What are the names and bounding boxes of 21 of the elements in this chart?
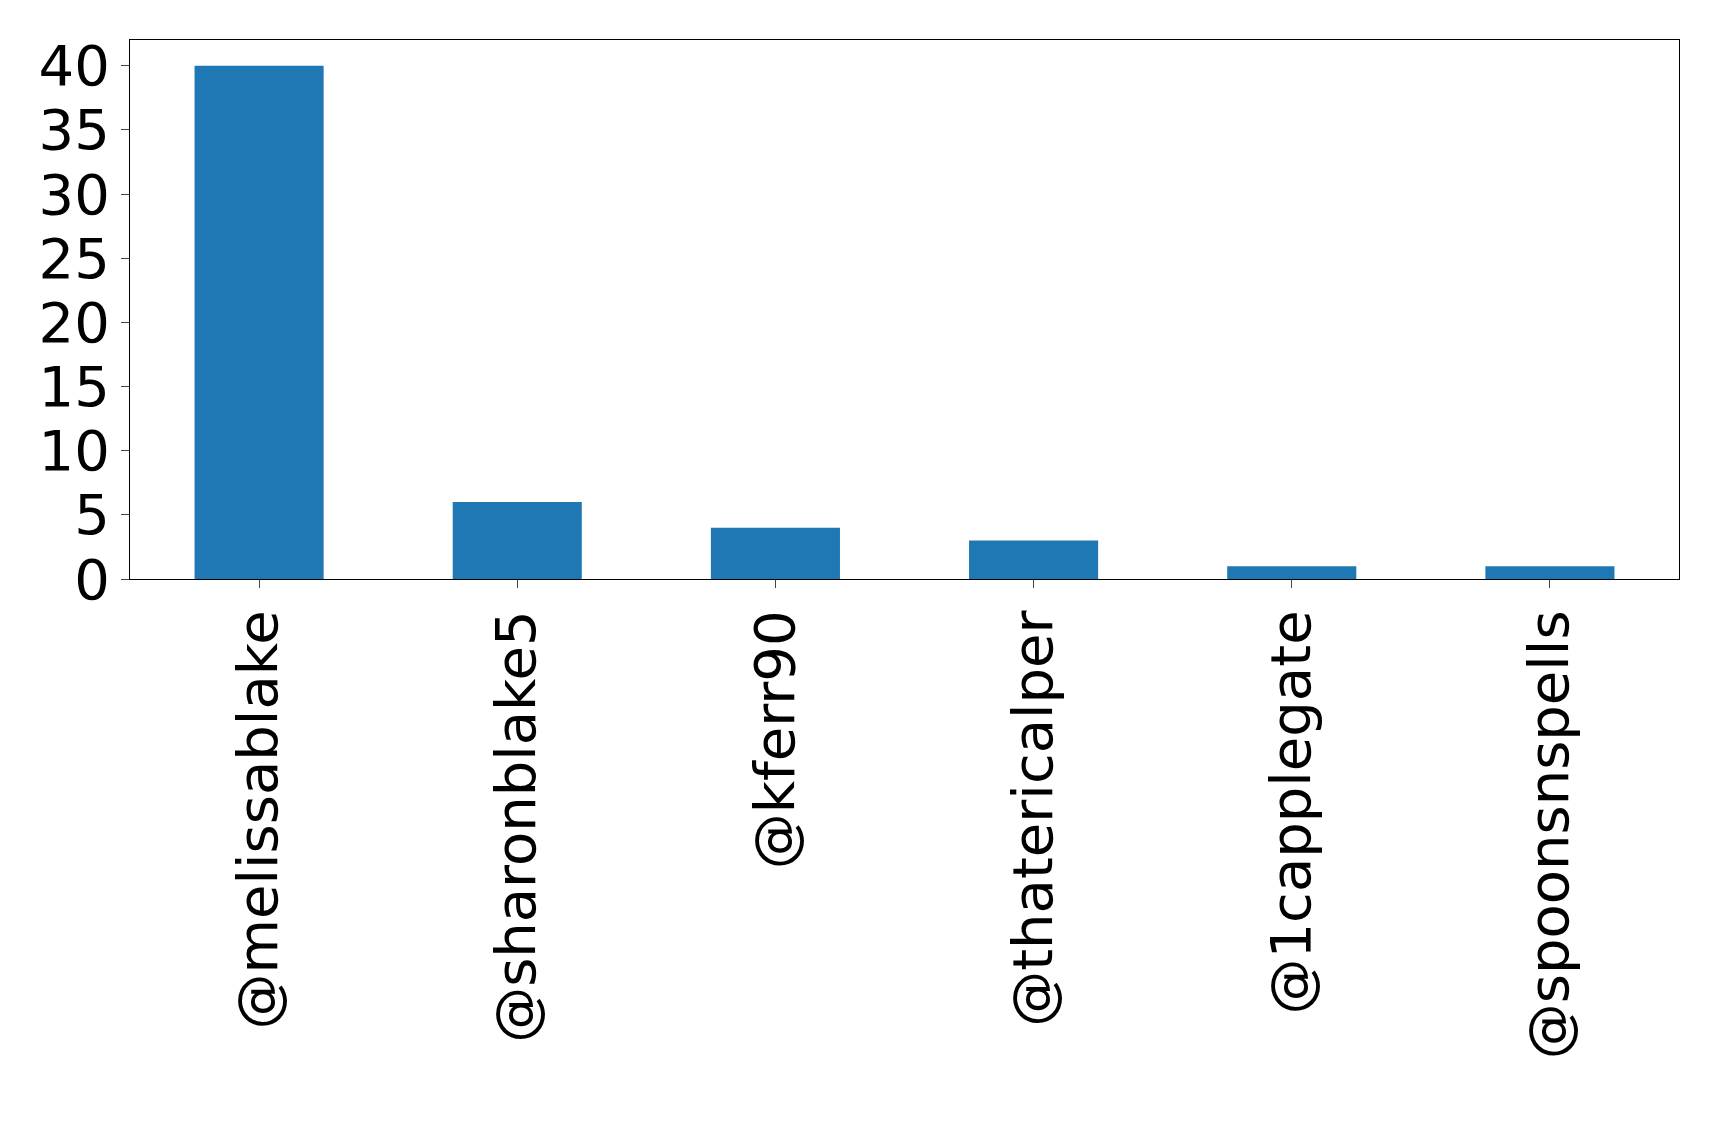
bar — [969, 540, 1099, 579]
y-tick-label: 30 — [38, 161, 110, 227]
y-tick-label: 5 — [74, 482, 110, 548]
bar — [710, 527, 840, 579]
bar — [452, 502, 582, 579]
bar — [1485, 566, 1615, 579]
bar — [1227, 566, 1357, 579]
y-tick-label: 20 — [38, 289, 110, 355]
bar — [194, 65, 324, 579]
x-tick-label: @spoonsnspells — [1516, 610, 1582, 1060]
y-tick-label: 10 — [38, 418, 110, 484]
x-tick-label: @thatericalper — [999, 609, 1065, 1027]
x-tick-label: @sharonblake5 — [483, 610, 549, 1043]
x-tick-label: @melissablake — [225, 610, 291, 1030]
y-tick-label: 40 — [38, 33, 110, 99]
x-tick-label: @1capplegate — [1257, 610, 1323, 1015]
y-tick-label: 25 — [38, 225, 110, 291]
y-tick-label: 15 — [38, 354, 110, 420]
y-tick-label: 35 — [38, 97, 110, 163]
x-tick-label: @kferr90 — [741, 610, 807, 870]
y-tick-label: 0 — [74, 546, 110, 612]
